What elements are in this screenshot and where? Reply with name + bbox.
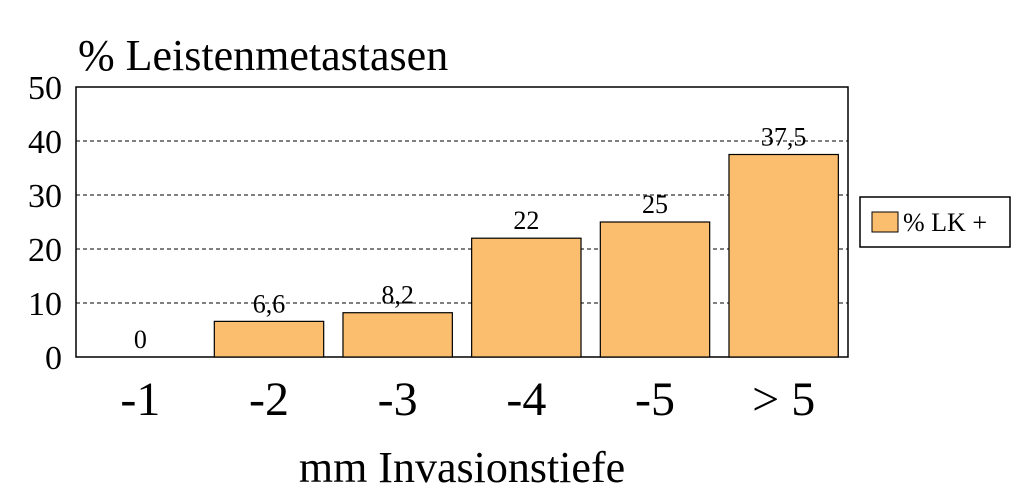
bar-value-label: 6,6	[253, 289, 286, 318]
bar	[342, 312, 453, 358]
legend-label: % LK +	[903, 208, 987, 237]
y-tick-label: 0	[45, 340, 62, 377]
bar	[599, 221, 711, 358]
y-tick-label: 50	[28, 70, 62, 107]
y-axis-ticks: 0 10 20 30 40 50	[28, 70, 62, 377]
x-tick-label: -5	[635, 373, 675, 426]
bar-value-label: 25	[642, 190, 668, 219]
x-tick-label: > 5	[752, 373, 815, 426]
plot-area	[75, 86, 849, 358]
y-tick-label: 10	[28, 286, 62, 323]
bar-value-label: 8,2	[381, 281, 414, 310]
x-tick-label: -4	[506, 373, 546, 426]
x-axis-label: mm Invasionstiefe	[299, 443, 625, 492]
bar-value-labels: 0 6,6 8,2 22 25 37,5	[134, 123, 807, 355]
x-tick-label: -2	[249, 373, 289, 426]
chart-title: % Leistenmetastasen	[78, 31, 448, 80]
bar-value-label: 0	[134, 325, 147, 354]
x-tick-label: -1	[120, 373, 160, 426]
x-tick-label: -3	[378, 373, 418, 426]
y-tick-label: 40	[28, 124, 62, 161]
y-tick-label: 30	[28, 178, 62, 215]
bar-value-label: 37,5	[761, 123, 807, 152]
bar	[471, 237, 582, 358]
legend: % LK +	[859, 196, 1011, 248]
gridlines	[76, 140, 848, 304]
x-axis-ticks: -1 -2 -3 -4 -5 > 5	[120, 373, 815, 426]
bar	[213, 320, 325, 358]
bar-value-label: 22	[513, 206, 539, 235]
bar	[728, 153, 839, 358]
bars	[213, 153, 839, 358]
legend-swatch	[871, 211, 899, 233]
y-tick-label: 20	[28, 232, 62, 269]
